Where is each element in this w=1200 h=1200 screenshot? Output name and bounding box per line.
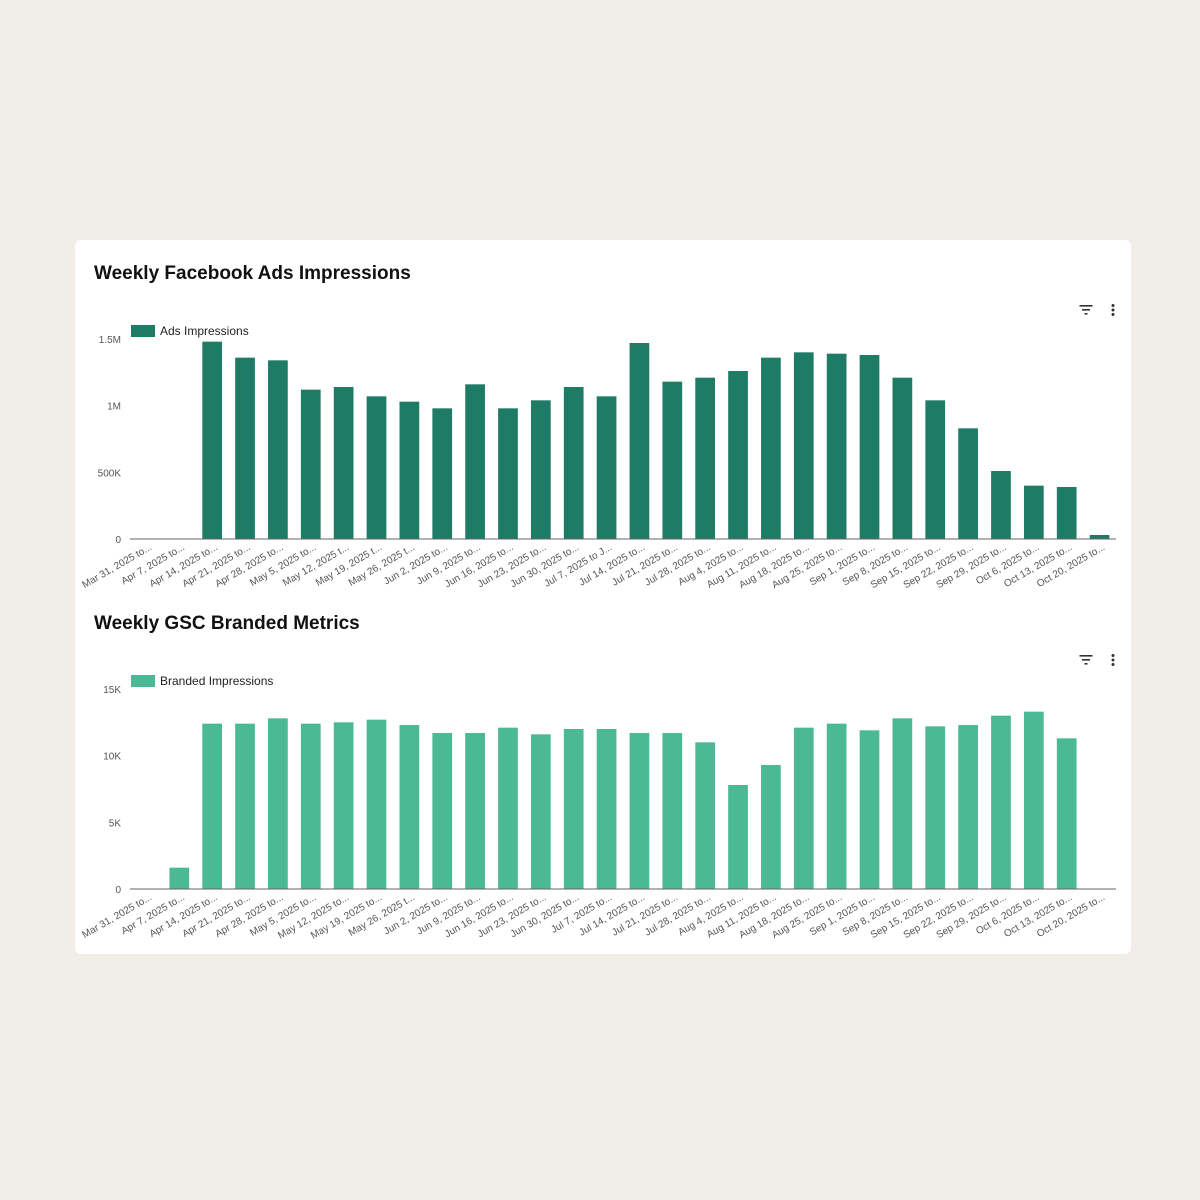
bar[interactable]	[991, 715, 1011, 889]
bar[interactable]	[859, 730, 880, 889]
more-vert-icon[interactable]	[1105, 302, 1121, 318]
bar[interactable]	[1056, 487, 1077, 539]
bar[interactable]	[793, 352, 814, 539]
bar[interactable]	[662, 733, 683, 889]
bar[interactable]	[399, 725, 420, 889]
bar[interactable]	[958, 725, 978, 889]
bar[interactable]	[498, 408, 518, 539]
bar[interactable]	[366, 719, 387, 889]
bar[interactable]	[925, 400, 946, 539]
y-tick-label: 1.5M	[99, 335, 121, 346]
y-tick-label: 500K	[98, 468, 122, 479]
bar[interactable]	[826, 723, 847, 889]
bar[interactable]	[1056, 738, 1077, 889]
bar[interactable]	[268, 360, 288, 539]
more-vert-icon[interactable]	[1105, 652, 1121, 668]
y-tick-label: 15K	[103, 685, 121, 696]
legend-swatch	[131, 325, 155, 337]
bar[interactable]	[465, 384, 485, 539]
bar[interactable]	[498, 727, 518, 889]
bar[interactable]	[1089, 535, 1110, 539]
bar[interactable]	[629, 343, 650, 539]
dashboard-card: Weekly Facebook Ads Impressions 0 500K 1M 1…	[75, 240, 1131, 954]
legend-swatch	[131, 675, 155, 687]
bar[interactable]	[235, 357, 255, 539]
bar[interactable]	[399, 401, 420, 539]
bar[interactable]	[728, 785, 748, 889]
y-tick-label: 0	[115, 885, 121, 896]
legend-label: Branded Impressions	[160, 674, 273, 688]
bar[interactable]	[563, 387, 584, 539]
bar[interactable]	[596, 729, 617, 889]
bar[interactable]	[761, 765, 781, 889]
bar[interactable]	[596, 396, 617, 539]
bar[interactable]	[530, 400, 551, 539]
bar[interactable]	[695, 742, 716, 889]
bar[interactable]	[1023, 485, 1044, 539]
bar[interactable]	[202, 341, 223, 539]
bar[interactable]	[268, 718, 288, 889]
bar[interactable]	[333, 387, 354, 539]
filter-icon[interactable]	[1078, 652, 1094, 668]
y-tick-label: 0	[115, 535, 121, 546]
chart-title: Weekly GSC Branded Metrics	[94, 613, 360, 634]
bar[interactable]	[432, 733, 453, 889]
bar[interactable]	[728, 371, 748, 539]
y-tick-label: 5K	[109, 818, 122, 829]
bar[interactable]	[465, 733, 485, 889]
bar[interactable]	[1023, 711, 1044, 889]
bar[interactable]	[695, 377, 716, 539]
bar[interactable]	[563, 729, 584, 889]
bar[interactable]	[662, 381, 683, 539]
bar[interactable]	[793, 727, 814, 889]
bar[interactable]	[958, 428, 978, 539]
chart-title: Weekly Facebook Ads Impressions	[94, 263, 411, 284]
legend-label: Ads Impressions	[160, 324, 249, 338]
bar[interactable]	[235, 723, 255, 889]
filter-icon[interactable]	[1078, 302, 1094, 318]
bar[interactable]	[300, 723, 321, 889]
bar[interactable]	[925, 726, 946, 889]
bar[interactable]	[826, 353, 847, 539]
bar[interactable]	[991, 471, 1011, 539]
bar[interactable]	[629, 733, 650, 889]
bar[interactable]	[300, 389, 321, 539]
bar[interactable]	[169, 867, 190, 889]
bar[interactable]	[432, 408, 453, 539]
y-tick-label: 10K	[103, 752, 121, 763]
bar[interactable]	[859, 355, 880, 539]
bar[interactable]	[202, 723, 223, 889]
bar[interactable]	[761, 357, 781, 539]
bar[interactable]	[892, 377, 913, 539]
bar[interactable]	[366, 396, 387, 539]
bar[interactable]	[892, 718, 913, 889]
bar[interactable]	[333, 722, 354, 889]
bar[interactable]	[530, 734, 551, 889]
y-tick-label: 1M	[107, 402, 121, 413]
